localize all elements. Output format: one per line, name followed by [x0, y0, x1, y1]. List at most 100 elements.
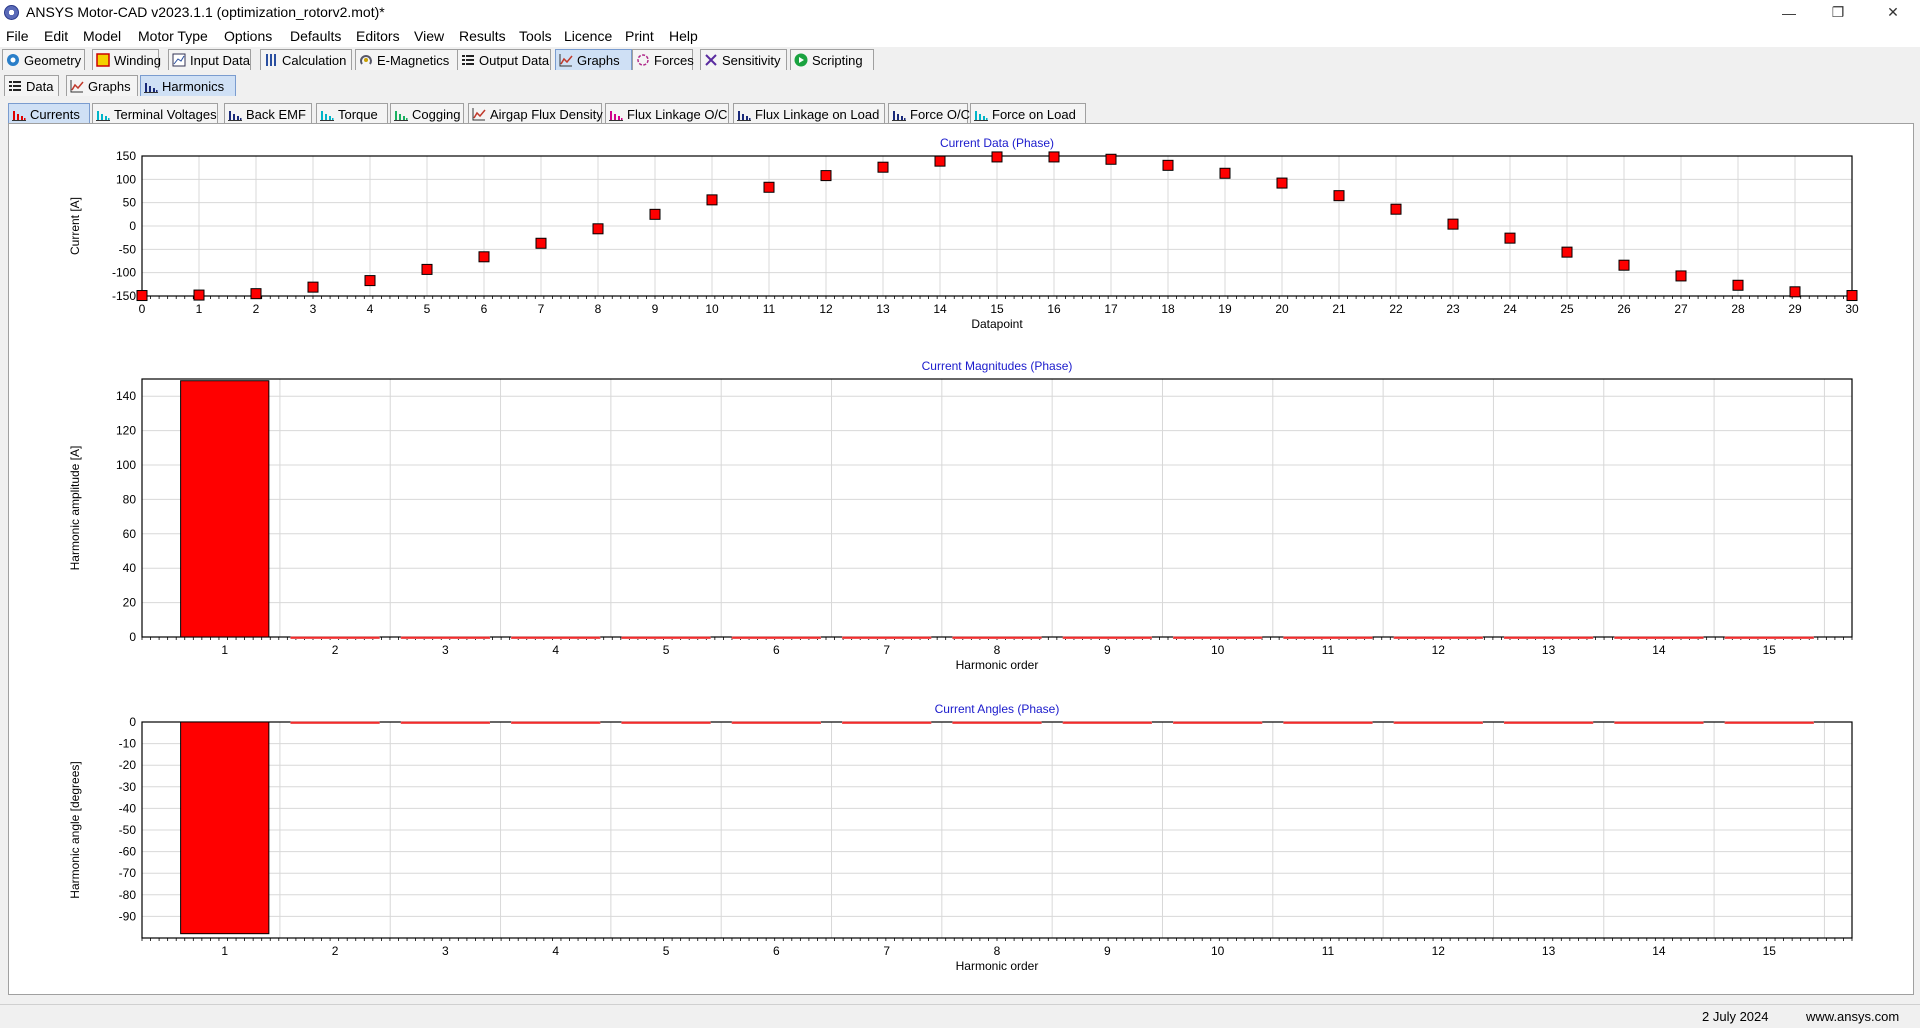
menu-defaults[interactable]: Defaults [290, 28, 342, 44]
x-tick-label: 4 [367, 302, 374, 316]
tab-calculation[interactable]: Calculation [260, 49, 352, 70]
tab-terminal-voltages[interactable]: Terminal Voltages [92, 103, 218, 124]
data-point [1447, 218, 1459, 230]
tab-flux-linkage-on-load[interactable]: Flux Linkage on Load [733, 103, 885, 124]
data-point [136, 290, 148, 302]
x-tick-label: 30 [1845, 302, 1859, 316]
data-point [1732, 279, 1744, 291]
tab-winding[interactable]: Winding [92, 49, 161, 70]
bar [1393, 636, 1483, 639]
tab-sensitivity[interactable]: Sensitivity [700, 49, 787, 70]
x-axis-label: Datapoint [971, 317, 1023, 331]
graphs-icon [559, 53, 573, 67]
data-point [763, 181, 775, 193]
data-point [193, 289, 205, 301]
menu-file[interactable]: File [6, 28, 29, 44]
x-tick-label: 3 [442, 944, 449, 958]
tab-scripting[interactable]: Scripting [790, 49, 874, 70]
x-tick-label: 13 [1542, 944, 1556, 958]
tab-label: Flux Linkage on Load [755, 106, 880, 122]
app-logo-icon [4, 5, 19, 20]
x-tick-label: 2 [253, 302, 260, 316]
data-point [1105, 153, 1117, 165]
tab-graphs[interactable]: Graphs [555, 49, 632, 70]
tab-back-emf[interactable]: Back EMF [224, 103, 312, 124]
tab-force-o-c[interactable]: Force O/C [888, 103, 970, 124]
bar [1614, 636, 1704, 639]
x-tick-label: 12 [1432, 944, 1446, 958]
data-point [991, 151, 1003, 163]
tab-flux-linkage-o-c[interactable]: Flux Linkage O/C [605, 103, 729, 124]
data-point [364, 275, 376, 287]
x-tick-label: 14 [1652, 643, 1666, 657]
close-icon[interactable]: ✕ [1887, 4, 1899, 20]
y-tick-label: 100 [116, 458, 136, 472]
tab-force-on-load[interactable]: Force on Load [970, 103, 1086, 124]
output-data-icon [461, 53, 475, 67]
tab-graphs[interactable]: Graphs [66, 75, 138, 96]
x-tick-label: 15 [1763, 643, 1777, 657]
menu-options[interactable]: Options [224, 28, 273, 44]
tab-e-magnetics[interactable]: E-Magnetics [355, 49, 458, 70]
line-graph-icon [472, 107, 486, 121]
tab-torque[interactable]: Torque [316, 103, 388, 124]
bar [621, 721, 711, 724]
bar [1173, 636, 1263, 639]
menu-licence[interactable]: Licence [564, 28, 613, 44]
harmonics-panel: Current Data (Phase) Current [A] Datapoint… [8, 123, 1914, 995]
y-tick-label: -70 [119, 866, 137, 880]
tab-input-data[interactable]: Input Data [168, 49, 251, 70]
bar-chart-green-icon [394, 107, 408, 121]
menu-model[interactable]: Model [83, 28, 122, 44]
x-tick-label: 6 [773, 944, 780, 958]
x-axis-label: Harmonic order [956, 658, 1039, 672]
menu-tools[interactable]: Tools [519, 28, 552, 44]
data-point [421, 263, 433, 275]
bar [511, 636, 601, 639]
data-point [1504, 232, 1516, 244]
menu-view[interactable]: View [414, 28, 445, 44]
x-tick-label: 13 [1542, 643, 1556, 657]
data-point [934, 155, 946, 167]
plot-frame [141, 378, 1853, 638]
x-tick-label: 10 [1211, 944, 1225, 958]
bar-chart-navy-icon [737, 107, 751, 121]
menu-print[interactable]: Print [625, 28, 654, 44]
charts-canvas: Current Data (Phase) Current [A] Datapoint… [68, 136, 1859, 973]
bar-chart-cyan-icon [974, 107, 988, 121]
tab-cogging[interactable]: Cogging [390, 103, 464, 124]
tab-harmonics[interactable]: Harmonics [140, 75, 236, 96]
minimize-icon[interactable]: — [1782, 4, 1796, 21]
x-tick-label: 8 [595, 302, 602, 316]
menu-help[interactable]: Help [669, 28, 698, 44]
calculation-icon [264, 53, 278, 67]
x-tick-label: 2 [332, 643, 339, 657]
y-tick-label: 100 [116, 172, 136, 186]
y-axis-label: Harmonic angle [degrees] [68, 761, 82, 898]
tab-currents[interactable]: Currents [8, 103, 90, 124]
data-point [250, 288, 262, 300]
x-tick-label: 1 [221, 944, 228, 958]
bar [1283, 636, 1373, 639]
tab-forces[interactable]: Forces [632, 49, 694, 70]
x-tick-label: 3 [442, 643, 449, 657]
menu-edit[interactable]: Edit [44, 28, 69, 44]
restore-icon[interactable]: ❐ [1831, 4, 1845, 20]
tab-airgap-flux-density[interactable]: Airgap Flux Density [468, 103, 603, 124]
status-website: www.ansys.com [1806, 1009, 1900, 1024]
data-point [706, 194, 718, 206]
chart-title: Current Data (Phase) [940, 136, 1054, 150]
x-tick-label: 16 [1047, 302, 1061, 316]
tab-output-data[interactable]: Output Data [457, 49, 551, 70]
tab-geometry[interactable]: Geometry [2, 49, 85, 70]
menu-editors[interactable]: Editors [356, 28, 400, 44]
bar [1283, 721, 1373, 724]
x-axis-label: Harmonic order [956, 959, 1039, 973]
menu-results[interactable]: Results [459, 28, 506, 44]
y-tick-label: 80 [123, 492, 137, 506]
tab-label: Terminal Voltages [114, 106, 217, 122]
tab-data[interactable]: Data [4, 75, 59, 96]
x-tick-label: 0 [139, 302, 146, 316]
menu-motor-type[interactable]: Motor Type [138, 28, 208, 44]
y-tick-label: 60 [123, 527, 137, 541]
